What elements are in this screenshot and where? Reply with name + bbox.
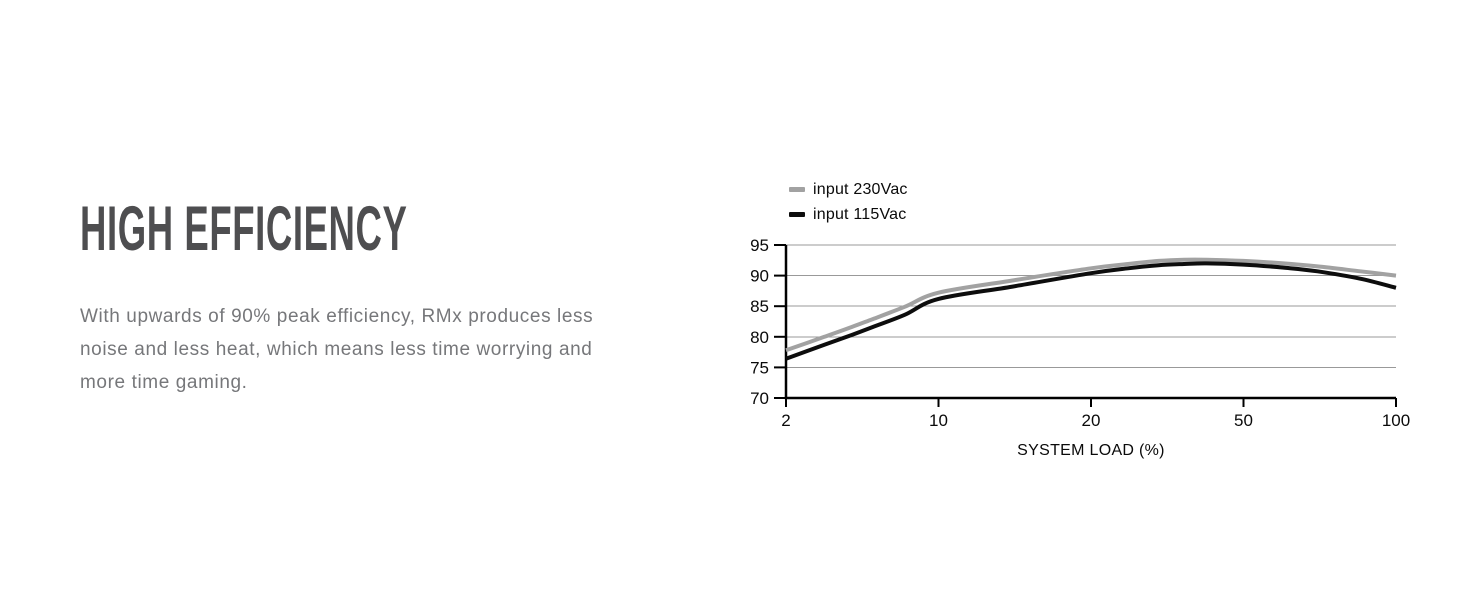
svg-text:80: 80: [750, 328, 769, 347]
section-body: With upwards of 90% peak efficiency, RMx…: [80, 300, 720, 399]
svg-text:70: 70: [750, 389, 769, 408]
legend-item-115vac: input 115Vac: [789, 202, 908, 227]
svg-text:85: 85: [750, 297, 769, 316]
svg-text:90: 90: [750, 267, 769, 286]
body-line-2: noise and less heat, which means less ti…: [80, 339, 593, 360]
svg-text:SYSTEM LOAD (%): SYSTEM LOAD (%): [1017, 442, 1165, 459]
svg-text:50: 50: [1234, 411, 1253, 430]
legend-label-230vac: input 230Vac: [813, 180, 908, 198]
legend-item-230vac: input 230Vac: [789, 177, 908, 202]
efficiency-chart-plot: 70 75 80 85 90 95 2 10 20 50 100 SYSTEM LOAD (%): [750, 236, 1410, 459]
svg-text:10: 10: [929, 411, 948, 430]
efficiency-chart: 70 75 80 85 90 95 2 10 20 50 100 SYSTEM LOAD (%) in…: [740, 158, 1460, 478]
svg-text:95: 95: [750, 236, 769, 255]
body-line-1: With upwards of 90% peak efficiency, RMx…: [80, 306, 594, 327]
legend-label-115vac: input 115Vac: [813, 205, 907, 223]
line-swatch-230vac-icon: [789, 187, 805, 192]
body-line-3: more time gaming.: [80, 372, 248, 393]
section-title: HIGH EFFICIENCY: [80, 194, 408, 264]
chart-legend: input 230Vac input 115Vac: [789, 177, 908, 227]
svg-text:75: 75: [750, 358, 769, 377]
svg-text:2: 2: [781, 411, 790, 430]
svg-text:100: 100: [1382, 411, 1410, 430]
line-swatch-115vac-icon: [789, 212, 805, 217]
svg-text:20: 20: [1082, 411, 1101, 430]
